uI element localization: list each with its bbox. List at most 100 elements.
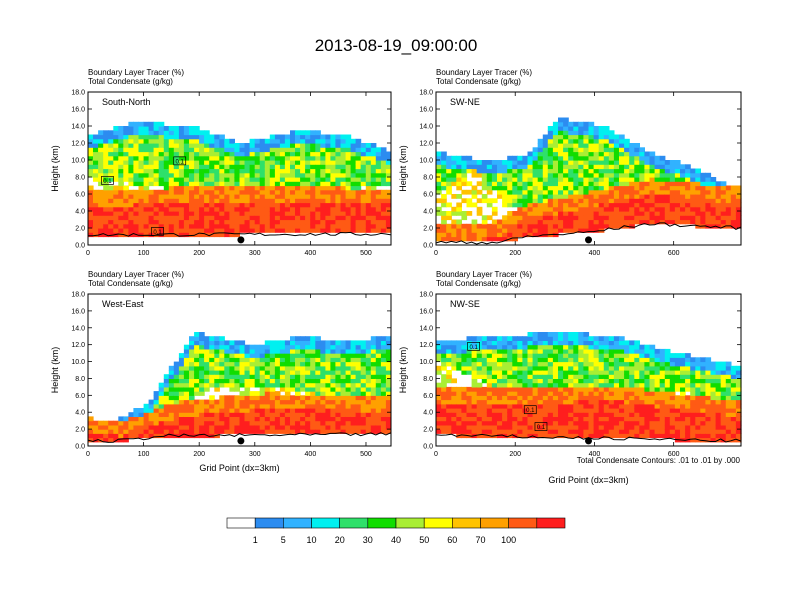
heatmap-cell <box>578 420 584 426</box>
heatmap-cell <box>558 194 564 199</box>
heatmap-cell <box>436 370 442 375</box>
heatmap-cell <box>664 185 671 191</box>
heatmap-cell <box>532 433 539 439</box>
heatmap-cell <box>274 168 281 174</box>
heatmap-cell <box>558 374 564 379</box>
heatmap-cell <box>315 361 321 367</box>
heatmap-cell <box>695 215 701 221</box>
heatmap-cell <box>481 348 488 354</box>
heatmap-cell <box>335 365 341 371</box>
heatmap-cell <box>93 206 99 212</box>
heatmap-cell <box>497 378 503 384</box>
heatmap-cell <box>654 177 661 182</box>
heatmap-cell <box>486 361 493 367</box>
heatmap-cell <box>290 340 296 346</box>
heatmap-cell <box>158 420 165 426</box>
heatmap-cell <box>168 219 175 225</box>
heatmap-cell <box>375 340 382 346</box>
heatmap-cell <box>466 164 473 170</box>
heatmap-cell <box>527 433 534 439</box>
heatmap-cell <box>451 420 457 426</box>
heatmap-cell <box>340 429 347 434</box>
heatmap-cell <box>209 155 215 161</box>
heatmap-cell <box>552 378 559 384</box>
heatmap-cell <box>680 361 686 367</box>
heatmap-cell <box>219 189 225 195</box>
heatmap-cell <box>194 374 200 379</box>
heatmap-cell <box>158 194 165 199</box>
heatmap-cell <box>340 412 347 417</box>
heatmap-cell <box>517 219 523 225</box>
heatmap-cell <box>603 424 610 430</box>
heatmap-cell <box>583 391 590 396</box>
heatmap-cell <box>340 143 347 148</box>
heatmap-cell <box>573 219 579 225</box>
heatmap-cell <box>705 361 712 367</box>
heatmap-cell <box>486 424 493 430</box>
heatmap-cell <box>214 143 220 148</box>
heatmap-cell <box>619 172 625 178</box>
heatmap-cell <box>340 223 347 229</box>
heatmap-cell <box>705 202 712 208</box>
heatmap-cell <box>123 215 129 221</box>
heatmap-cell <box>350 357 357 363</box>
heatmap-cell <box>451 340 457 346</box>
heatmap-cell <box>481 194 488 199</box>
heatmap-cell <box>244 185 251 191</box>
heatmap-cell <box>674 164 681 170</box>
heatmap-cell <box>173 198 180 204</box>
heatmap-cell <box>259 194 266 199</box>
heatmap-cell <box>108 130 114 136</box>
heatmap-cell <box>168 416 175 422</box>
heatmap-cell <box>209 181 215 187</box>
heatmap-cell <box>380 206 387 212</box>
heatmap-cell <box>593 378 600 384</box>
heatmap-cell <box>173 181 180 187</box>
heatmap-cell <box>680 403 686 409</box>
heatmap-cell <box>476 160 483 165</box>
heatmap-cell <box>93 223 99 229</box>
heatmap-cell <box>138 408 145 413</box>
heatmap-cell <box>644 408 651 413</box>
heatmap-cell <box>249 223 256 229</box>
y-tick-label: 0.0 <box>75 243 85 250</box>
heatmap-cell <box>153 395 160 401</box>
heatmap-cell <box>189 374 195 379</box>
heatmap-cell <box>214 399 220 405</box>
heatmap-cell <box>133 215 139 221</box>
heatmap-cell <box>522 344 529 350</box>
heatmap-cell <box>568 412 574 417</box>
heatmap-cell <box>98 189 104 195</box>
heatmap-cell <box>507 408 513 413</box>
heatmap-cell <box>669 361 676 367</box>
heatmap-cell <box>284 223 291 229</box>
heatmap-cell <box>624 370 630 375</box>
heatmap-cell <box>254 344 261 350</box>
heatmap-cell <box>229 348 235 354</box>
heatmap-cell <box>219 416 225 422</box>
heatmap-cell <box>214 429 220 434</box>
heatmap-cell <box>512 198 518 204</box>
heatmap-cell <box>108 138 114 144</box>
heatmap-cell <box>700 215 706 221</box>
heatmap-cell <box>290 378 296 384</box>
heatmap-cell <box>619 177 625 182</box>
heatmap-cell <box>578 215 584 221</box>
heatmap-cell <box>517 232 523 238</box>
heatmap-cell <box>310 344 316 350</box>
heatmap-cell <box>486 172 493 178</box>
heatmap-cell <box>365 198 372 204</box>
heatmap-cell <box>720 202 727 208</box>
heatmap-cell <box>649 155 656 161</box>
heatmap-cell <box>573 370 579 375</box>
heatmap-cell <box>573 130 579 136</box>
heatmap-cell <box>568 185 574 191</box>
heatmap-cell <box>355 395 362 401</box>
heatmap-cell <box>542 172 549 178</box>
heatmap-cell <box>305 130 311 136</box>
heatmap-cell <box>325 399 331 405</box>
heatmap-cell <box>608 134 615 140</box>
heatmap-cell <box>300 378 306 384</box>
heatmap-cell <box>224 151 230 157</box>
heatmap-cell <box>446 370 452 375</box>
